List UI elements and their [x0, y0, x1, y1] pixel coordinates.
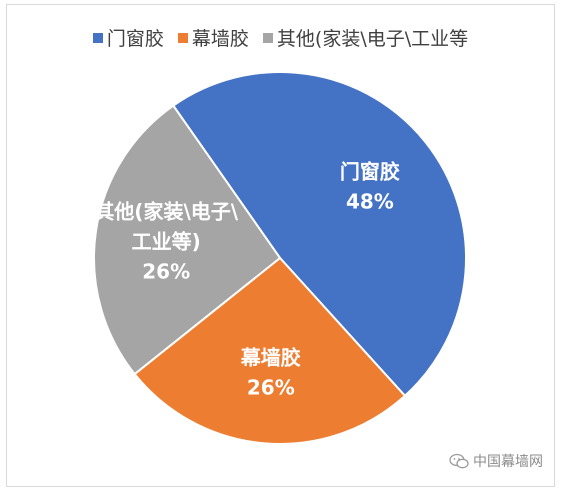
watermark-text: 中国幕墙网	[473, 454, 543, 470]
wechat-icon	[449, 453, 469, 469]
chart-legend: 门窗胶 幕墙胶 其他(家装\电子\工业等	[0, 24, 561, 51]
slice-label-windows: 门窗胶 48%	[340, 159, 400, 213]
slice-other	[93, 104, 282, 376]
watermark: 中国幕墙网	[449, 451, 543, 471]
legend-item-curtain-wall: 幕墙胶	[177, 24, 249, 51]
legend-swatch	[92, 32, 103, 43]
legend-label: 门窗胶	[106, 28, 164, 50]
legend-item-windows: 门窗胶	[92, 24, 164, 51]
slice-category: 工业等)	[132, 230, 201, 254]
slice-category: 其他(家装\电子\	[94, 200, 238, 224]
slice-percent: 26%	[142, 260, 190, 284]
legend-label: 其他(家装\电子\工业等	[276, 28, 469, 50]
slice-category: 门窗胶	[340, 159, 400, 183]
legend-item-other: 其他(家装\电子\工业等	[262, 24, 469, 51]
slice-percent: 26%	[247, 376, 295, 400]
legend-label: 幕墙胶	[191, 28, 249, 50]
slice-label-other: 其他(家装\电子\ 工业等) 26%	[94, 200, 238, 284]
slice-percent: 48%	[346, 189, 394, 213]
legend-swatch	[177, 32, 188, 43]
legend-swatch	[262, 32, 273, 43]
slice-curtain-wall	[133, 256, 407, 445]
slice-windows	[171, 71, 467, 398]
slice-label-curtain-wall: 幕墙胶 26%	[240, 346, 301, 400]
slice-category: 幕墙胶	[240, 346, 301, 370]
